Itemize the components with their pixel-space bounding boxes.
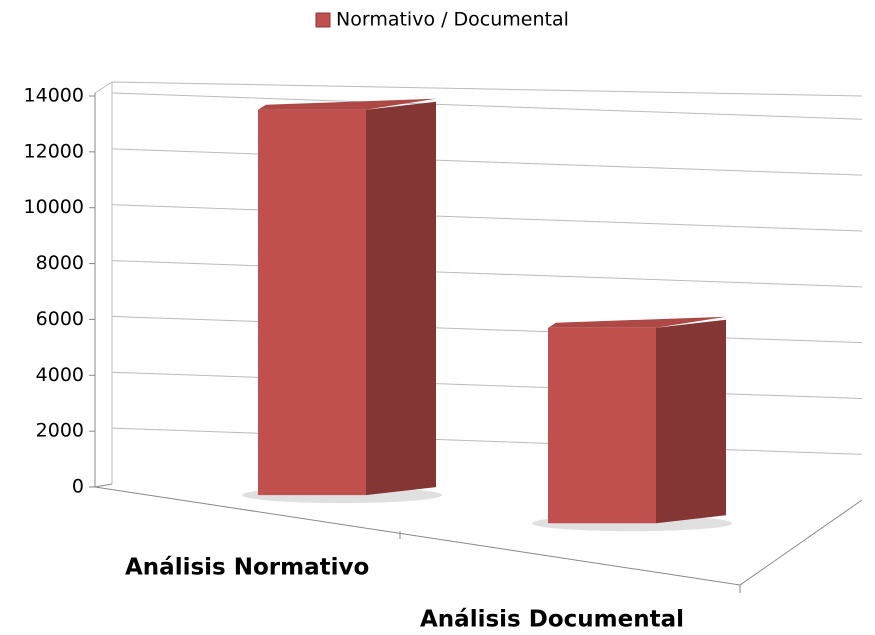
grid-line bbox=[111, 148, 863, 176]
grid-line bbox=[111, 427, 863, 455]
y-tick-label: 10000 bbox=[24, 196, 84, 218]
y-tick-label: 2000 bbox=[36, 420, 84, 442]
legend-label: Normativo / Documental bbox=[336, 9, 569, 31]
y-tick-label: 8000 bbox=[36, 252, 84, 274]
bar-top bbox=[258, 98, 436, 110]
bar-side bbox=[656, 319, 726, 524]
y-tick-label: 12000 bbox=[24, 140, 84, 162]
y-tick-label: 6000 bbox=[36, 308, 84, 330]
wall-top bbox=[94, 81, 863, 97]
grid-line bbox=[111, 92, 863, 120]
y-tick-label: 0 bbox=[72, 476, 84, 498]
bar-side bbox=[366, 101, 436, 496]
grid-line bbox=[111, 204, 863, 232]
y-tick-label: 14000 bbox=[24, 85, 84, 107]
grid-line bbox=[111, 371, 863, 400]
x-tick-label: Análisis Normativo bbox=[125, 555, 369, 581]
bar bbox=[548, 327, 656, 524]
floor-edge bbox=[94, 483, 863, 586]
grid-line bbox=[111, 260, 863, 288]
legend-swatch bbox=[315, 12, 331, 28]
x-tick-label: Análisis Documental bbox=[420, 607, 684, 633]
y-tick-label: 4000 bbox=[36, 364, 84, 386]
bar bbox=[258, 109, 366, 496]
bar-top bbox=[548, 316, 726, 328]
grid-line bbox=[111, 315, 863, 344]
